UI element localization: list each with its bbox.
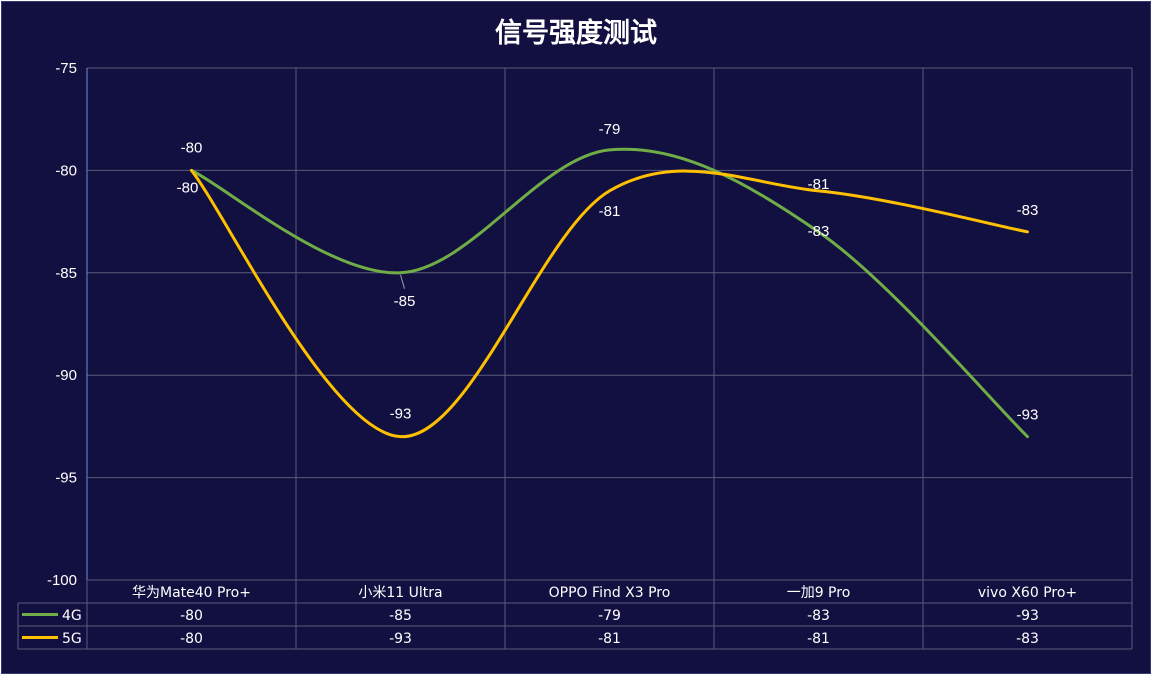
table-cell-5G: -93 (389, 631, 412, 647)
series-layer (190, 147, 1029, 439)
x-tick-label: vivo X60 Pro+ (978, 585, 1077, 601)
legend-label-4G: 4G (62, 608, 82, 624)
data-label-5G: -81 (599, 203, 621, 220)
y-tick-label: -80 (55, 162, 77, 179)
data-label-4G: -85 (394, 293, 416, 310)
data-label-4G: -80 (181, 139, 203, 156)
y-tick-label: -95 (55, 470, 77, 487)
legend-label-5G: 5G (62, 631, 82, 647)
data-label-4G: -93 (1017, 407, 1039, 424)
table-cell-4G: -83 (807, 608, 830, 624)
data-label-leader (400, 274, 405, 289)
table-cell-4G: -80 (180, 608, 203, 624)
data-label-5G: -80 (177, 179, 199, 196)
data-label-5G: -83 (1017, 202, 1039, 219)
table-cell-4G: -85 (389, 608, 412, 624)
table-cell-4G: -79 (598, 608, 621, 624)
data-table: 华为Mate40 Pro+ 小米11 Ultra OPPO Find X3 Pro 一… (17, 579, 1133, 650)
x-tick-label: 华为Mate40 Pro+ (132, 585, 251, 601)
table-cell-5G: -81 (807, 631, 830, 647)
x-tick-label: 一加9 Pro (787, 585, 851, 601)
data-label-5G: -81 (808, 176, 830, 193)
x-tick-label: OPPO Find X3 Pro (549, 585, 671, 601)
table-cell-5G: -80 (180, 631, 203, 647)
data-label-4G: -79 (599, 121, 621, 138)
series-line-5G (190, 168, 1029, 439)
table-cell-5G: -81 (598, 631, 621, 647)
y-tick-label: -100 (47, 572, 77, 589)
series-line-4G (190, 147, 1029, 439)
table-cell-4G: -93 (1016, 608, 1039, 624)
grid-layer (86, 67, 1133, 581)
x-tick-label: 小米11 Ultra (358, 585, 442, 601)
data-label-4G: -83 (808, 223, 830, 240)
y-tick-label: -90 (55, 367, 77, 384)
y-axis: -75 -80 -85 -90 -95 -100 (47, 60, 77, 589)
data-label-layer: -80 -85 -79 -83 -93 -80 -93 -81 -81 -83 (177, 121, 1039, 424)
y-tick-label: -85 (55, 265, 77, 282)
y-tick-label: -75 (55, 60, 77, 77)
data-label-5G: -93 (390, 406, 412, 423)
chart-title: 信号强度测试 (495, 17, 657, 49)
table-cell-5G: -83 (1016, 631, 1039, 647)
